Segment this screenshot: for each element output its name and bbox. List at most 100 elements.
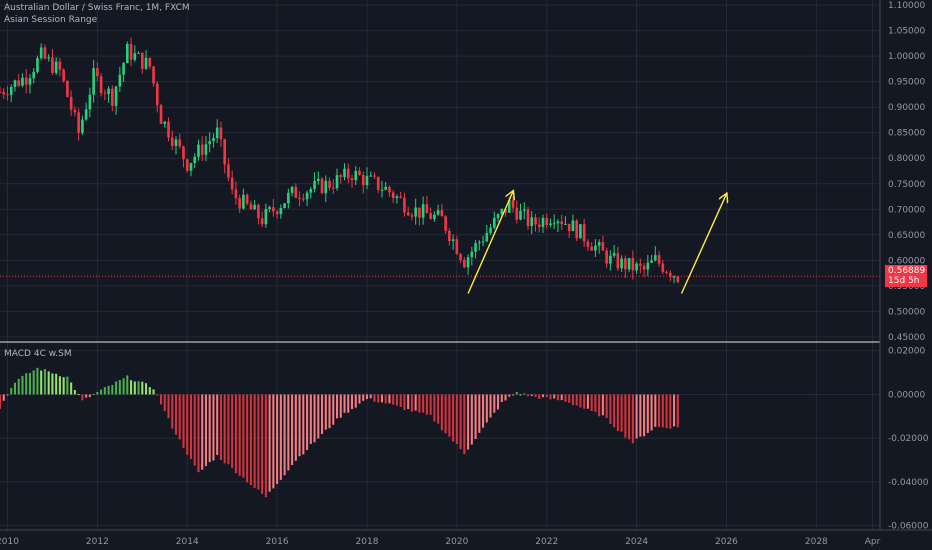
symbol-legend[interactable]: Australian Dollar / Swiss Franc, 1M, FXC… [4, 2, 190, 26]
candle-body [463, 259, 466, 268]
candle-body [343, 168, 346, 178]
candle-body [492, 217, 496, 228]
macd-bar [107, 385, 110, 395]
time-tick-label: 2028 [805, 537, 828, 547]
candle-body [43, 47, 47, 59]
macd-bar [556, 394, 559, 401]
candle-body [399, 196, 402, 198]
candle-body [249, 203, 253, 210]
macd-bar [298, 394, 301, 457]
macd-bar [403, 394, 406, 410]
macd-tick-label: -0.06000 [888, 522, 929, 532]
candle-body [58, 61, 62, 70]
candle-body [92, 68, 95, 95]
candle-body [654, 255, 657, 261]
macd-bar [231, 394, 234, 468]
macd-axis[interactable]: 0.02000 0.00000 -0.02000 -0.04000 -0.06000 [888, 347, 929, 532]
macd-bar [36, 367, 39, 395]
macd-bar [58, 376, 61, 395]
candle-body [66, 80, 69, 97]
candle-body [354, 170, 358, 181]
trend-arrow[interactable] [680, 194, 727, 294]
macd-bar [6, 394, 9, 396]
candle-body [77, 112, 80, 133]
macd-bar [324, 394, 327, 430]
macd-bar [193, 394, 196, 466]
macd-bar [246, 394, 249, 483]
candle-body [51, 57, 54, 73]
candle-body [650, 260, 653, 263]
indicator-title[interactable]: Asian Session Range [4, 15, 98, 25]
macd-bar [497, 394, 500, 410]
macd-bar [197, 394, 200, 473]
candle-body [200, 144, 204, 155]
macd-bar [287, 394, 290, 471]
candle-body [455, 239, 459, 255]
candle-body [302, 198, 305, 200]
candle-body [245, 194, 249, 204]
candle-body [69, 96, 73, 110]
candle-body [485, 232, 489, 242]
macd-bar [201, 394, 204, 470]
macd-bar [639, 394, 642, 437]
symbol-title[interactable]: Australian Dollar / Swiss Franc, 1M, FXC… [4, 3, 190, 13]
candle-body [579, 224, 582, 239]
candle-body [459, 254, 462, 260]
candle-body [507, 200, 511, 213]
price-tick-label: 0.90000 [888, 103, 925, 113]
macd-bar [137, 381, 140, 395]
macd-bar [10, 387, 13, 395]
candle-body [481, 241, 485, 243]
time-tick-label: 2012 [86, 537, 109, 547]
candle-body [84, 109, 88, 120]
macd-bar [590, 394, 593, 411]
candle-body [283, 203, 286, 208]
candle-body [571, 220, 575, 232]
macd-bar [276, 394, 279, 484]
price-tick-label: 1.10000 [888, 1, 925, 11]
macd-bar [676, 394, 679, 428]
macd-legend[interactable]: MACD 4C w.SM [4, 348, 72, 360]
candle-body [6, 94, 9, 96]
macd-bar [234, 394, 237, 474]
macd-bar [369, 394, 372, 399]
macd-title[interactable]: MACD 4C w.SM [4, 349, 72, 359]
macd-bar [643, 394, 646, 437]
price-tick-label: 0.95000 [888, 78, 925, 88]
macd-bar [598, 394, 601, 417]
current-price-value: 0.56889 [888, 266, 926, 276]
time-tick-label: 2026 [715, 537, 738, 547]
candle-body [257, 204, 260, 219]
macd-bar [47, 371, 50, 395]
macd-bar [669, 394, 672, 429]
candle-body [2, 92, 6, 95]
macd-bar [66, 376, 69, 395]
candle-body [111, 88, 114, 106]
candle-body [448, 230, 451, 242]
macd-bar [126, 375, 129, 395]
candle-body [504, 208, 507, 213]
macd-bar [174, 394, 178, 435]
candle-body [253, 204, 256, 210]
macd-bar [455, 394, 458, 445]
candle-body [107, 88, 110, 94]
trend-arrow[interactable] [467, 191, 513, 294]
time-axis[interactable]: 2010 2012 2014 2016 2018 2020 2022 2024 2026 2028… [0, 537, 881, 547]
candle-body [118, 74, 122, 87]
macd-bar [354, 394, 357, 408]
macd-bar [358, 394, 361, 404]
candle-body [238, 198, 241, 209]
candle-body [163, 121, 167, 124]
candle-body [62, 69, 65, 81]
candle-body [556, 221, 560, 224]
price-tick-label: 0.50000 [888, 307, 925, 317]
macd-bar [171, 394, 174, 429]
candle-body [549, 223, 552, 226]
candle-body [376, 176, 380, 191]
price-axis[interactable]: 1.10000 1.05000 1.00000 0.95000 0.90000 0.850… [888, 1, 925, 343]
candle-body [47, 57, 50, 59]
candle-body [522, 209, 526, 211]
candle-body [612, 253, 616, 256]
drawn-arrows[interactable] [467, 191, 727, 294]
